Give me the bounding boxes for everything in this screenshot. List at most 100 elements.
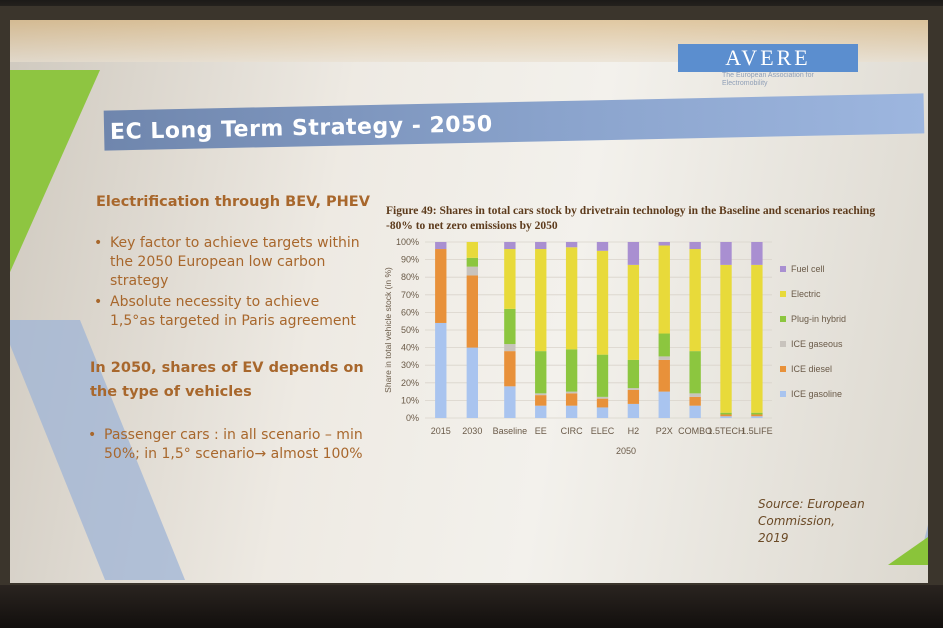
bar-segment [466,242,478,258]
section1-bullets: Key factor to achieve targets within the… [92,234,362,333]
y-tick-label: 10% [401,395,419,405]
legend-swatch [780,316,786,322]
bar-segment [504,351,516,387]
legend-swatch [780,366,786,372]
legend-label: ICE diesel [791,364,832,374]
bar-segment [596,250,609,355]
y-tick-label: 60% [401,307,419,317]
bar-segment [466,275,478,348]
bar-segment [504,344,516,352]
bar-segment [565,391,578,394]
legend-label: ICE gaseous [791,339,843,349]
x-tick-label: CIRC [561,426,583,436]
bar-segment [535,242,547,250]
bar-segment [689,405,701,418]
bar-segment [658,356,670,360]
stacked-bar-chart: 0% 10% 20% 30% 40% 50% 60% 70% 80% 90% 100% Share i… [383,237,846,456]
bar-segment [751,412,763,415]
bullet-item: Key factor to achieve targets within the… [92,234,362,291]
avere-logo: AVERE [678,44,858,72]
bar-segment [565,247,578,350]
x-tick-label: 1.5TECH [708,426,745,436]
bar-segment [658,242,670,246]
bar-segment [596,407,609,418]
avere-logo-subtitle: The European Association for Electromobi… [722,72,814,87]
bar-segment [627,359,640,389]
bar-segment [689,393,701,397]
source-line3: 2019 [758,531,789,545]
bar-segment [596,398,609,408]
legend-swatch [780,291,786,297]
section2-heading-line2: the type of vehicles [90,384,252,400]
section2-bullets: Passenger cars : in all scenario – min 5… [86,426,376,466]
projection-screen: AVERE The European Association for Elect… [10,20,928,583]
y-tick-label: 100% [396,237,419,247]
bar-segment [596,354,609,397]
bar-segment [627,388,640,390]
y-tick-label: 20% [401,378,419,388]
y-tick-label: 70% [401,290,419,300]
bar-segment [535,351,547,394]
bar-segment [565,242,578,248]
bar-segment [751,416,763,418]
bar-segment [751,414,763,417]
bar-segment [596,242,609,251]
bar-segment [751,264,763,413]
figure-caption: Figure 49: Shares in total cars stock by… [386,205,876,232]
y-tick-label: 0% [406,413,419,423]
y-tick-label: 80% [401,272,419,282]
bar-segment [720,416,732,418]
legend-swatch [780,266,786,272]
y-tick-label: 30% [401,360,419,370]
x-tick-label: EE [535,426,547,436]
source-note: Source: European Commission, 2019 [758,496,888,547]
source-line2: Commission, [758,514,836,528]
x-group-label: 2050 [616,446,636,456]
y-tick-label: 90% [401,255,419,265]
bar-segment [596,396,609,399]
x-tick-label: 1.5LIFE [741,426,773,436]
y-tick-label: 40% [401,343,419,353]
legend-label: Fuel cell [791,264,825,274]
x-tick-label: 2030 [462,426,482,436]
bar-segment [720,412,732,415]
legend-label: Plug-in hybrid [791,314,846,324]
corner-decor-green [888,537,928,565]
bar-segment [535,393,547,396]
bar-segment [466,266,478,276]
source-line1: Source: European [758,497,865,511]
x-tick-label: Baseline [493,426,528,436]
x-tick-label: COMBO [678,426,712,436]
x-tick-label: P2X [656,426,673,436]
bar-segment [435,242,447,250]
bar-segment [627,264,640,360]
x-tick-label: ELEC [591,426,615,436]
bar-segment [627,242,640,265]
bar-segment [504,308,516,345]
bar-segment [720,242,732,265]
bar-segment [504,249,516,309]
bar-segment [466,347,478,418]
bar-segment [565,405,578,418]
bar-segment [565,393,578,406]
bar-segment [627,403,640,418]
bar-segment [565,349,578,392]
x-tick-label: 2015 [431,426,451,436]
section1-heading: Electrification through BEV, PHEV [96,194,370,210]
y-tick-label: 50% [401,325,419,335]
legend-swatch [780,341,786,347]
bar-segment [689,351,701,394]
bar-segment [435,249,447,323]
bar-segment [689,396,701,406]
bar-segment [751,242,763,265]
bar-segment [535,395,547,406]
legend-label: Electric [791,289,821,299]
bullet-item: Passenger cars : in all scenario – min 5… [86,426,376,464]
legend-label: ICE gasoline [791,389,842,399]
bar-segment [658,391,670,418]
legend-swatch [780,391,786,397]
bar-segment [535,405,547,418]
bar-segment [504,386,516,418]
bar-segment [720,264,732,413]
bar-segment [689,249,701,352]
